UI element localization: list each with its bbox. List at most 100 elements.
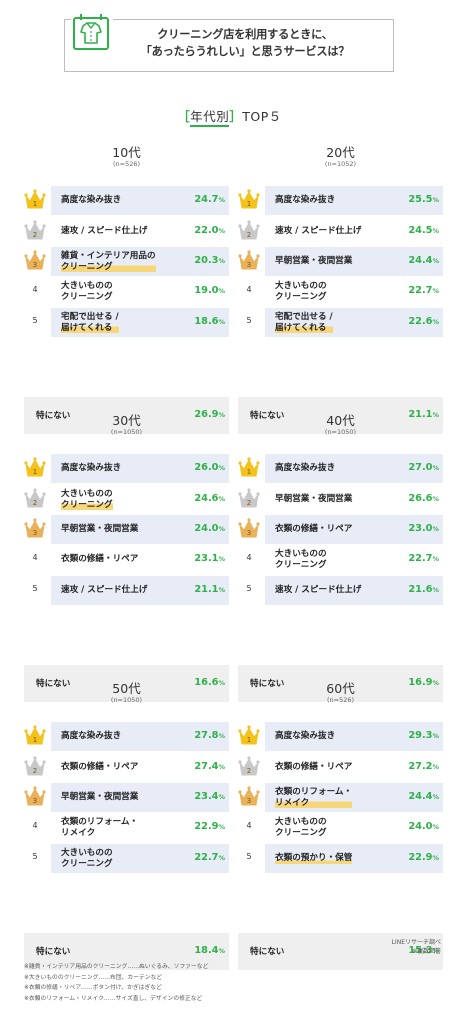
item-label-text: 高度な染み抜き (61, 731, 122, 742)
percent-unit: % (218, 732, 225, 740)
percent-value: 21.1% (408, 409, 439, 420)
gold-crown-icon: 1 (238, 724, 260, 748)
svg-text:2: 2 (247, 499, 251, 507)
item-label-text: 早朝営業・夜間営業 (61, 524, 139, 535)
item-label-text: 早朝営業・夜間営業 (275, 256, 353, 267)
item-label-text: 衣類のリフォーム・ リメイク (61, 817, 139, 838)
percent-unit: % (432, 464, 439, 472)
ranking-panel: 40代 (n=1050) 1 高度な染み抜き 27.0% 2 早朝営業・夜間営業 26.6% 3… (238, 414, 443, 702)
percent-unit: % (218, 318, 225, 326)
percent-unit: % (432, 732, 439, 740)
item-label: 高度な染み抜き (61, 722, 121, 751)
rank-number: 4 (246, 285, 252, 294)
ranking-row: 2 衣類の修繕・リペア 27.2% (238, 753, 443, 782)
percent-unit: % (218, 196, 225, 204)
item-label-text: 大きいものの クリーニング (275, 817, 327, 838)
section-heading: ［年代別］TOP５ (0, 106, 459, 127)
svg-text:2: 2 (33, 499, 37, 507)
percent-value: 22.6% (408, 316, 439, 327)
row-background (265, 576, 443, 605)
row-background (265, 722, 443, 751)
gold-crown-icon: 1 (238, 456, 260, 480)
none-row: 特にない 16.9% (238, 665, 443, 702)
none-label: 特にない (250, 947, 285, 957)
ranking-row: 5 宅配で出せる / 届けてくれる 18.6% (24, 308, 229, 337)
item-label: 速攻 / スピード仕上げ (61, 576, 147, 605)
item-label-text: 宅配で出せる / 届けてくれる (275, 312, 333, 333)
item-label-text: 大きいものの クリーニング (275, 281, 327, 302)
item-label: 速攻 / スピード仕上げ (61, 217, 147, 246)
item-label-text: 高度な染み抜き (275, 195, 336, 206)
sample-size: (n=1052) (324, 160, 357, 168)
percent-unit: % (432, 763, 439, 771)
none-label: 特にない (250, 679, 285, 689)
item-label: 大きいものの クリーニング (275, 545, 327, 574)
none-row: 特にない 26.9% (24, 397, 229, 434)
percent-value: 27.0% (408, 462, 439, 473)
rank-number: 4 (246, 821, 252, 830)
svg-text:2: 2 (33, 231, 37, 239)
none-label: 特にない (36, 947, 71, 957)
percent-value: 24.5% (408, 225, 439, 236)
percent-unit: % (218, 763, 225, 771)
footnotes: ※雑貨・インテリア用品のクリーニング……ぬいぐるみ、ソファーなど ※大きいものの… (24, 962, 208, 1004)
bronze-crown-icon: 3 (24, 517, 46, 541)
percent-value: 21.6% (408, 584, 439, 595)
percent-value: 22.7% (194, 852, 225, 863)
none-label: 特にない (36, 411, 71, 421)
percent-value: 24.4% (408, 791, 439, 802)
bronze-crown-icon: 3 (24, 249, 46, 273)
svg-text:2: 2 (33, 767, 37, 775)
item-label-text: 高度な染み抜き (61, 195, 122, 206)
rank-number: 4 (32, 553, 38, 562)
ranking-row: 2 速攻 / スピード仕上げ 22.0% (24, 217, 229, 246)
svg-text:1: 1 (247, 736, 251, 744)
item-label: 大きいものの クリーニング (61, 844, 113, 873)
sample-size: (n=526) (326, 696, 355, 704)
item-label: 高度な染み抜き (61, 454, 121, 483)
row-background (265, 515, 443, 544)
source: LINEリサーチ調べ ※複数回答 (392, 938, 441, 956)
item-label: 高度な染み抜き (275, 454, 335, 483)
row-background (265, 454, 443, 483)
ranking-panel: 30代 (n=1050) 1 高度な染み抜き 26.0% 2 大きいものの クリーニング 24… (24, 413, 229, 702)
ranking-row: 5 大きいものの クリーニング 22.7% (24, 844, 229, 873)
silver-crown-icon: 2 (24, 219, 46, 243)
none-row: 特にない 21.1% (238, 397, 443, 434)
percent-unit: % (432, 525, 439, 533)
ranking-row: 3 早朝営業・夜間営業 24.0% (24, 515, 229, 544)
percent-value: 26.0% (194, 462, 225, 473)
rank-number: 5 (246, 852, 252, 861)
item-label-text: 高度な染み抜き (61, 463, 122, 474)
ranking-row: 4 大きいものの クリーニング 24.0% (238, 813, 443, 842)
row-background (51, 454, 229, 483)
percent-value: 27.8% (194, 730, 225, 741)
percent-unit: % (218, 823, 225, 831)
item-label-text: 早朝営業・夜間営業 (275, 494, 353, 505)
item-label-text: 衣類の修繕・リペア (275, 762, 353, 773)
item-label: 大きいものの クリーニング (275, 813, 327, 842)
gold-crown-icon: 1 (24, 188, 46, 212)
rank-number: 5 (246, 584, 252, 593)
item-label-text: 宅配で出せる / 届けてくれる (61, 312, 119, 333)
ranking-row: 2 速攻 / スピード仕上げ 24.5% (238, 217, 443, 246)
ranking-row: 2 早朝営業・夜間営業 26.6% (238, 485, 443, 514)
svg-text:3: 3 (247, 797, 251, 805)
ranking-row: 1 高度な染み抜き 24.7% (24, 186, 229, 215)
percent-value: 22.7% (408, 553, 439, 564)
percent-value: 29.3% (408, 730, 439, 741)
item-label: 雑貨・インテリア用品の クリーニング (61, 247, 156, 276)
rank-number: 4 (246, 553, 252, 562)
none-label: 特にない (36, 679, 71, 689)
ranking-row: 3 早朝営業・夜間営業 24.4% (238, 247, 443, 276)
percent-unit: % (218, 227, 225, 235)
percent-value: 26.6% (408, 493, 439, 504)
row-background (51, 186, 229, 215)
item-label-text: 雑貨・インテリア用品の クリーニング (61, 251, 156, 272)
rank-number: 4 (32, 821, 38, 830)
item-label: 宅配で出せる / 届けてくれる (275, 308, 333, 337)
percent-value: 15.3% (408, 945, 439, 956)
age-group-title: 30代 (112, 413, 141, 428)
row-background (51, 844, 229, 873)
item-label: 衣類のリフォーム・ リメイク (61, 813, 138, 842)
